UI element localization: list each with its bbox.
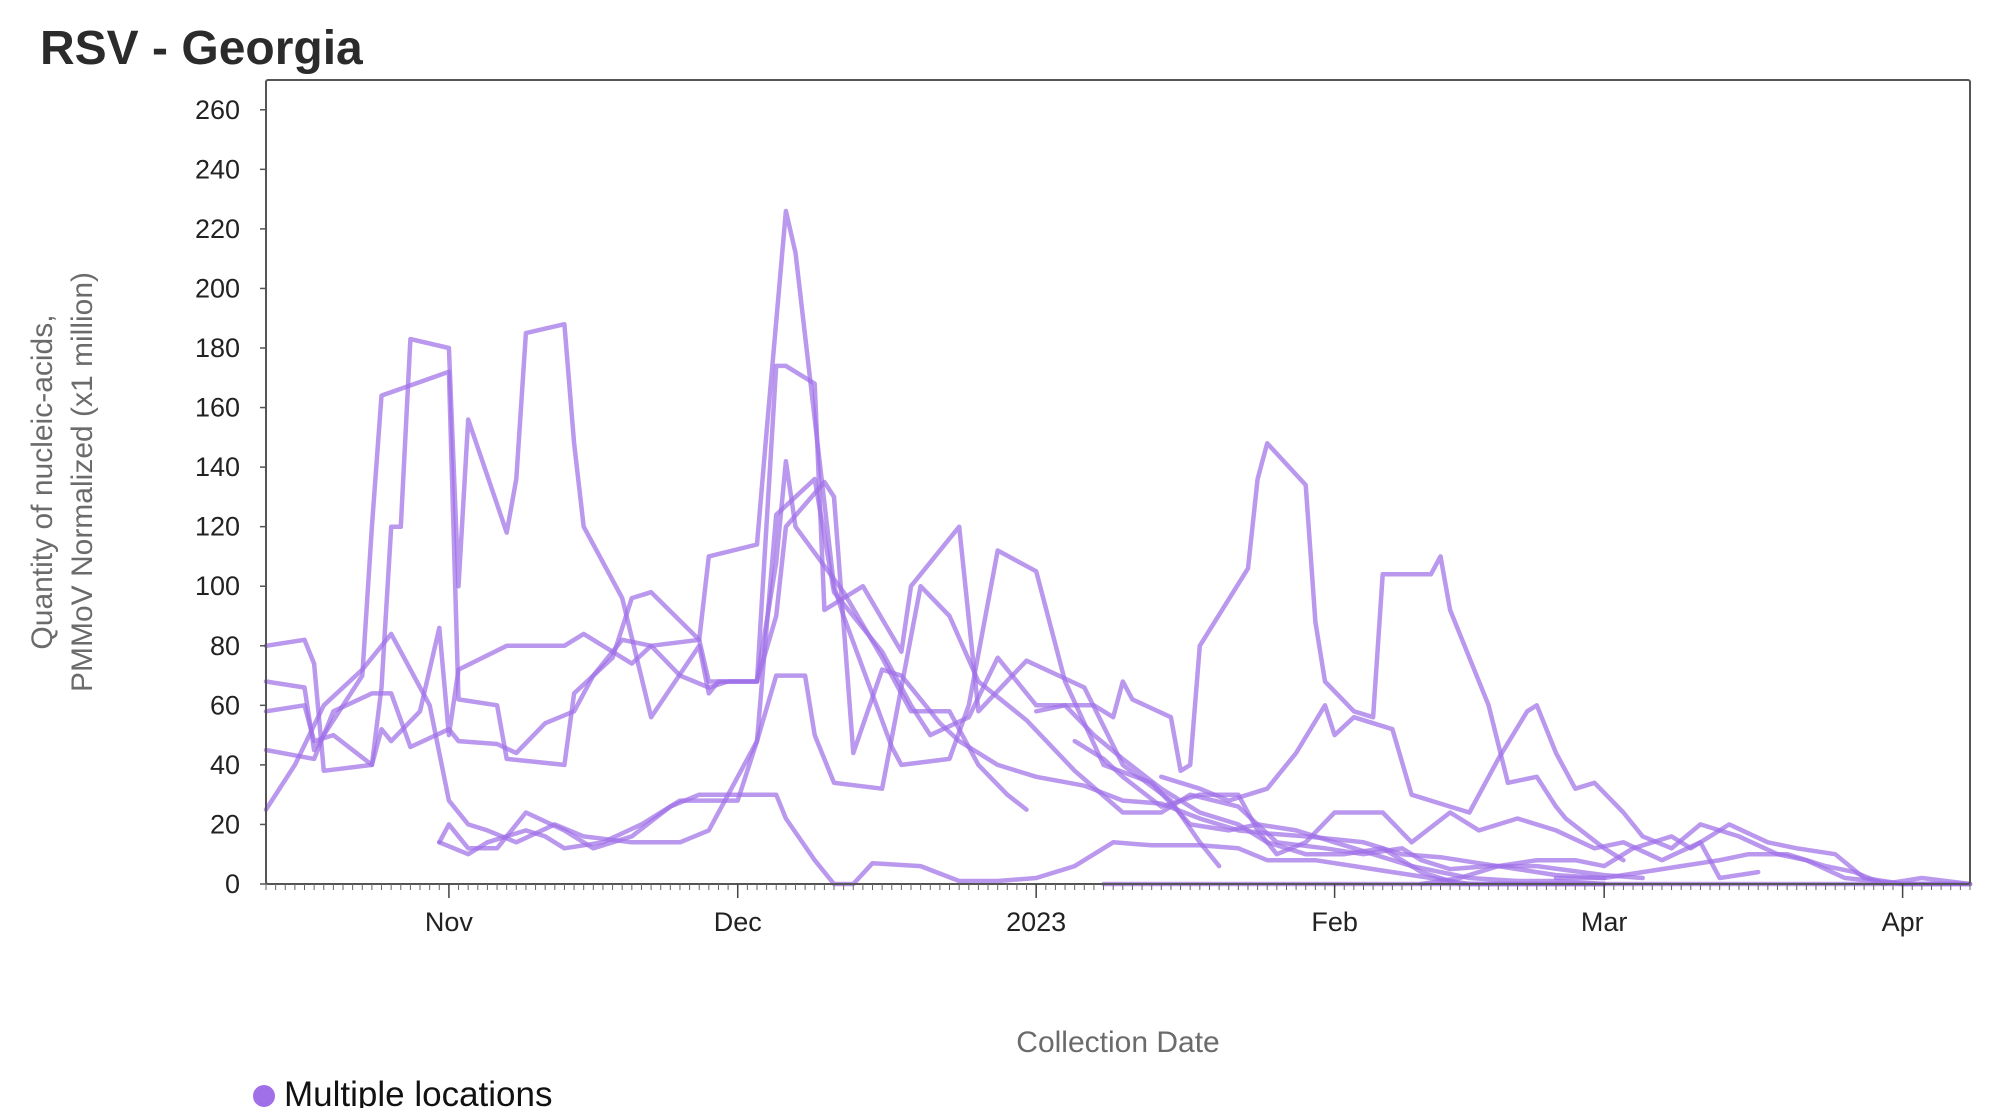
legend-marker xyxy=(253,1085,275,1107)
series-lines xyxy=(263,208,1973,887)
x-tick-label: Dec xyxy=(714,907,762,937)
y-tick-label: 100 xyxy=(195,571,240,601)
series-line-9[interactable] xyxy=(1072,738,1761,881)
y-tick-label: 40 xyxy=(210,750,240,780)
y-tick-label: 60 xyxy=(210,690,240,720)
series-line-8[interactable] xyxy=(1033,441,1626,863)
x-tick-label: Mar xyxy=(1581,907,1628,937)
legend[interactable]: Multiple locations xyxy=(253,1075,552,1108)
y-tick-label: 140 xyxy=(195,452,240,482)
y-tick-label: 120 xyxy=(195,512,240,542)
y-tick-label: 20 xyxy=(210,809,240,839)
y-tick-label: 240 xyxy=(195,154,240,184)
x-tick-label: Nov xyxy=(425,907,474,937)
x-tick-label: 2023 xyxy=(1006,907,1066,937)
chart-title: RSV - Georgia xyxy=(40,22,363,75)
y-tick-label: 260 xyxy=(195,95,240,125)
series-line-4[interactable] xyxy=(263,479,1607,881)
y-axis: 0 20 40 60 80 100 120 140 160 180 200 220 240 260 xyxy=(195,95,266,899)
y-tick-label: 220 xyxy=(195,214,240,244)
series-line-3[interactable] xyxy=(263,208,1607,887)
x-tick-label: Apr xyxy=(1882,907,1924,937)
series-line-11[interactable] xyxy=(1419,822,1973,887)
series-line-6[interactable] xyxy=(437,792,1607,887)
y-tick-label: 180 xyxy=(195,333,240,363)
y-tick-label: 0 xyxy=(225,869,240,899)
series-line-2[interactable] xyxy=(263,363,1222,869)
y-axis-label-line-2: PMMoV Normalized (x1 million) xyxy=(66,272,99,692)
x-axis: Nov Dec 2023 Feb Mar Apr xyxy=(265,884,1971,937)
y-tick-label: 80 xyxy=(210,631,240,661)
series-line-7[interactable] xyxy=(437,476,1607,887)
y-axis-label-line-1: Quantity of nucleic-acids, xyxy=(26,314,59,649)
x-tick-label: Feb xyxy=(1311,907,1358,937)
plot-frame xyxy=(265,79,1971,885)
series-line-5[interactable] xyxy=(263,583,1645,881)
legend-label: Multiple locations xyxy=(284,1075,552,1108)
series-line-10[interactable] xyxy=(1159,703,1973,887)
y-tick-label: 160 xyxy=(195,393,240,423)
x-axis-label: Collection Date xyxy=(1016,1026,1219,1059)
y-tick-label: 200 xyxy=(195,273,240,303)
